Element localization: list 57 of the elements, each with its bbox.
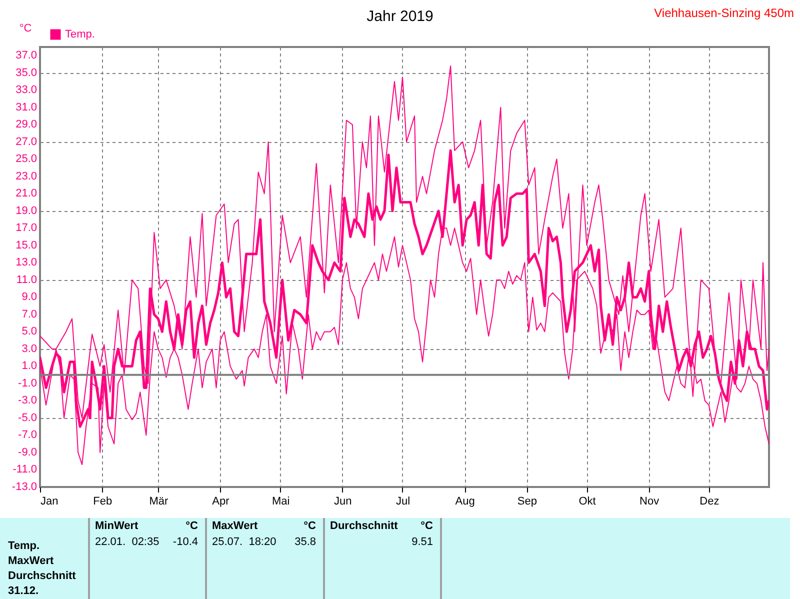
y-tick-label: -7.0: [18, 429, 37, 442]
text: °C: [304, 520, 316, 532]
y-tick-label: 37.0: [16, 50, 37, 62]
text: °C: [420, 520, 433, 532]
y-tick-label: -1.0: [18, 377, 37, 390]
y-tick-label: -5.0: [18, 412, 37, 424]
y-tick-label: 31.0: [16, 101, 37, 114]
text: 9.51: [412, 536, 433, 548]
y-tick-label: 11.0: [16, 274, 37, 286]
x-tick-label: Jun: [334, 496, 352, 508]
x-tick-label: Mai: [272, 496, 290, 508]
y-tick-label: 15.0: [16, 239, 37, 252]
text: 22.01. 02:35: [95, 536, 160, 548]
y-tick-label: 35.0: [16, 66, 37, 79]
x-tick-label: Apr: [212, 496, 230, 508]
x-tick-label: Nov: [640, 496, 660, 508]
y-tick-label: 3.0: [22, 342, 37, 355]
text: 25.07. 18:20: [212, 536, 276, 548]
text: MaxWert: [212, 520, 258, 532]
chart-title: Jahr 2019: [366, 8, 434, 25]
text: Durchschnitt: [330, 520, 398, 532]
y-axis-title: °C: [19, 22, 32, 34]
x-tick-label: Mär: [149, 496, 168, 508]
text: °C: [186, 520, 198, 532]
y-tick-label: 29.0: [16, 118, 37, 131]
x-tick-label: Sep: [517, 496, 537, 508]
y-tick-label: 5.0: [22, 326, 37, 338]
y-tick-label: -13.0: [12, 481, 37, 493]
y-tick-label: 17.0: [16, 222, 37, 234]
text: Viehhausen-Sinzing 450m: [654, 6, 794, 20]
x-tick-label: Feb: [93, 496, 112, 508]
x-tick-label: Dez: [700, 496, 720, 508]
x-tick-label: Okt: [578, 496, 596, 508]
y-tick-label: -11.0: [12, 464, 37, 476]
x-tick-label: Jan: [40, 496, 58, 508]
y-tick-label: 7.0: [22, 308, 37, 320]
text: 31.12.: [8, 585, 39, 597]
x-tick-label: Jul: [396, 496, 410, 508]
y-tick-label: 33.0: [16, 84, 37, 96]
y-tick-label: 19.0: [16, 204, 37, 217]
y-tick-label: 21.0: [16, 188, 37, 200]
legend-label: Temp.: [65, 28, 95, 40]
y-tick-label: -9.0: [18, 446, 37, 458]
y-tick-label: -3.0: [18, 394, 37, 407]
text: MaxWert: [8, 555, 54, 567]
y-tick-label: 1.0: [22, 360, 37, 372]
text: Durchschnitt: [8, 570, 76, 582]
text: MinWert: [95, 520, 138, 532]
y-tick-label: 9.0: [22, 291, 37, 304]
text: Temp.: [8, 540, 40, 552]
x-tick-label: Aug: [455, 496, 475, 508]
y-tick-label: 25.0: [16, 153, 37, 166]
y-tick-label: 23.0: [16, 170, 37, 182]
y-tick-label: 27.0: [16, 136, 37, 148]
text: -10.4: [172, 536, 198, 548]
y-tick-label: 13.0: [16, 256, 37, 269]
text: 35.8: [294, 536, 316, 548]
